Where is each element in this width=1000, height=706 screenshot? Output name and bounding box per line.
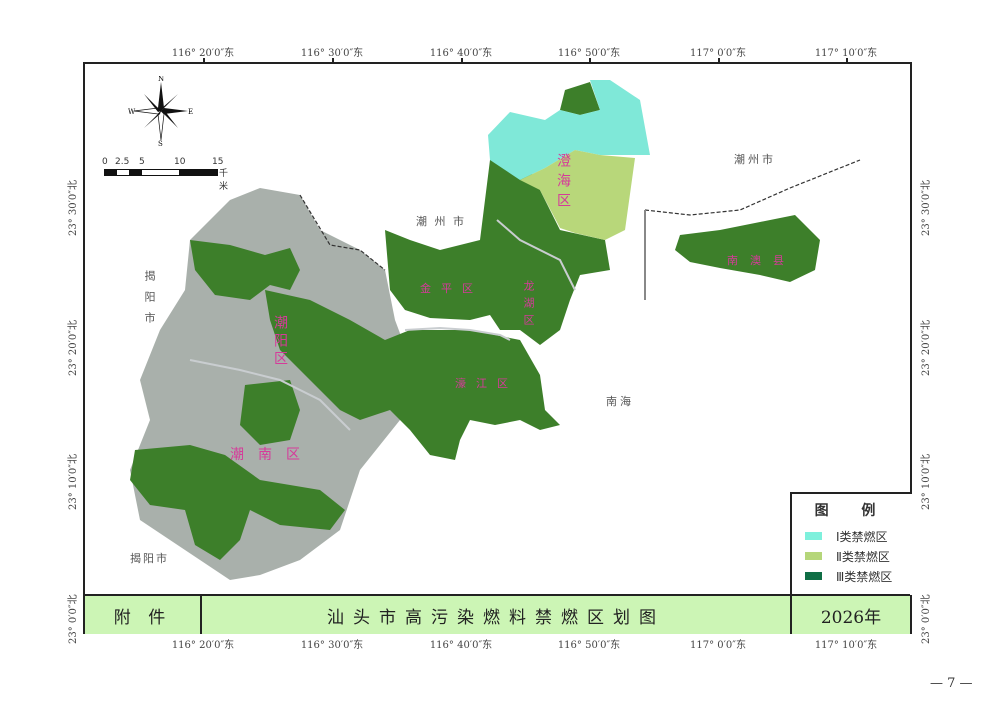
legend-item: Ⅲ类禁燃区 bbox=[792, 566, 912, 586]
lat-label-left: 23° 10′0″北 bbox=[68, 454, 79, 510]
lon-label-top: 116° 20′0″东 bbox=[171, 48, 235, 59]
lon-label-bottom: 116° 30′0″东 bbox=[300, 640, 364, 651]
label-sea: 南海 bbox=[606, 395, 634, 408]
compass-n: N bbox=[158, 76, 164, 83]
legend-item: Ⅰ类禁燃区 bbox=[792, 526, 912, 546]
legend-item: Ⅱ类禁燃区 bbox=[792, 546, 912, 566]
lon-label-bottom: 116° 20′0″东 bbox=[171, 640, 235, 651]
scale-tick: 0 bbox=[102, 157, 108, 167]
district-boundary bbox=[189, 359, 351, 431]
city-boundary bbox=[299, 194, 386, 271]
scale-tick: 15 bbox=[212, 157, 224, 167]
zone1-area bbox=[488, 80, 650, 180]
district-chaoyang: 潮阳区 bbox=[272, 315, 288, 369]
legend-label: Ⅱ类禁燃区 bbox=[836, 549, 890, 564]
district-haojiang: 濠江区 bbox=[455, 377, 518, 390]
legend-swatch bbox=[805, 552, 822, 560]
compass-w: W bbox=[128, 108, 136, 116]
legend-title: 图 例 bbox=[814, 503, 890, 519]
zone3-area bbox=[560, 82, 600, 115]
zone2-area bbox=[520, 150, 635, 240]
zone3-area bbox=[385, 150, 610, 345]
scale-tick: 5 bbox=[139, 157, 145, 167]
zone3-area bbox=[190, 240, 300, 300]
label-jieyang: 揭阳市 bbox=[130, 552, 169, 565]
zone3-area bbox=[130, 445, 345, 560]
label-chaozhou: 潮 州 市 bbox=[416, 215, 466, 228]
city-boundary bbox=[644, 159, 861, 216]
lon-label-bottom: 117° 0′0″东 bbox=[690, 640, 746, 651]
lat-label-left: 23° 20′0″北 bbox=[68, 320, 79, 376]
district-chaonan: 潮南区 bbox=[230, 447, 314, 463]
page-number: — 7 — bbox=[930, 676, 973, 691]
lon-label-bottom: 116° 50′0″东 bbox=[557, 640, 621, 651]
tick bbox=[846, 58, 848, 63]
lon-label-bottom: 117° 10′0″东 bbox=[814, 640, 878, 651]
lon-label-top: 116° 40′0″东 bbox=[429, 48, 493, 59]
zone3-area bbox=[265, 290, 560, 460]
scale-tick: 2.5 bbox=[115, 157, 130, 167]
lat-label-left: 23° 30′0″北 bbox=[68, 180, 79, 236]
scale-unit: 千米 bbox=[219, 169, 229, 192]
lat-label-right: 23° 10′0″北 bbox=[921, 454, 932, 510]
lon-label-top: 117° 0′0″东 bbox=[690, 48, 746, 59]
lon-label-bottom: 116° 40′0″东 bbox=[429, 640, 493, 651]
legend-swatch bbox=[805, 572, 822, 580]
tick bbox=[461, 58, 463, 63]
legend: 图 例 Ⅰ类禁燃区 Ⅱ类禁燃区 Ⅲ类禁燃区 bbox=[790, 492, 912, 595]
label-chaozhou: 潮州市 bbox=[734, 153, 776, 166]
district-chenghai: 澄海区 bbox=[555, 153, 571, 213]
legend-label: Ⅰ类禁燃区 bbox=[836, 529, 888, 544]
lat-label-left: 23° 0′0″北 bbox=[68, 594, 79, 644]
legend-swatch bbox=[805, 532, 822, 540]
tick bbox=[203, 58, 205, 63]
compass-e: E bbox=[188, 108, 193, 116]
lon-label-top: 116° 50′0″东 bbox=[557, 48, 621, 59]
lat-label-right: 23° 20′0″北 bbox=[921, 320, 932, 376]
map-year: 2026年 bbox=[820, 607, 882, 628]
attachment-label: 附 件 bbox=[85, 596, 202, 634]
district-longhu: 龙湖区 bbox=[522, 280, 535, 331]
tick bbox=[718, 58, 720, 63]
label-jieyang: 揭阳市 bbox=[143, 270, 156, 333]
zone3-area bbox=[240, 380, 300, 445]
legend-label: Ⅲ类禁燃区 bbox=[836, 569, 893, 584]
map-canvas bbox=[130, 80, 861, 580]
compass-s: S bbox=[158, 140, 163, 146]
district-jinping: 金平区 bbox=[420, 282, 483, 295]
lat-label-right: 23° 30′0″北 bbox=[921, 180, 932, 236]
title-bar: 附 件 汕头市高污染燃料禁燃区划图 2026年 bbox=[85, 594, 910, 634]
district-boundary bbox=[404, 326, 511, 341]
compass-rose-icon: N S W E bbox=[128, 76, 193, 146]
lat-label-right: 23° 0′0″北 bbox=[921, 594, 932, 644]
district-boundary bbox=[496, 219, 576, 291]
scale-tick: 10 bbox=[174, 157, 186, 167]
lon-label-top: 116° 30′0″东 bbox=[300, 48, 364, 59]
map-title: 汕头市高污染燃料禁燃区划图 bbox=[202, 596, 792, 634]
tick bbox=[332, 58, 334, 63]
tick bbox=[589, 58, 591, 63]
district-nanao: 南澳县 bbox=[727, 254, 796, 267]
zone3-area bbox=[675, 215, 820, 282]
lon-label-top: 117° 10′0″东 bbox=[814, 48, 878, 59]
